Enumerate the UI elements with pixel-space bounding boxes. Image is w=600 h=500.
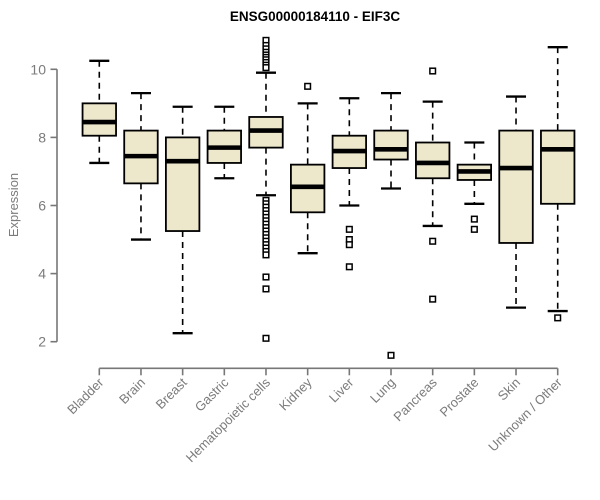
outlier-point — [345, 225, 353, 233]
outlier-point — [262, 285, 270, 293]
box-pancreas — [415, 67, 451, 303]
box-bladder — [81, 59, 117, 165]
outlier-point — [387, 351, 395, 359]
box-prostate — [456, 141, 493, 233]
box-breast — [164, 105, 201, 335]
x-tick-label: Lung — [367, 375, 398, 406]
iqr-box — [540, 129, 576, 205]
y-tick-label: 8 — [38, 129, 46, 145]
box-gastric — [206, 105, 242, 180]
outlier-point — [345, 241, 353, 249]
box-kidney — [290, 82, 326, 255]
iqr-box — [498, 129, 534, 244]
y-tick-label: 6 — [38, 198, 46, 214]
x-tick-label: Brain — [116, 375, 148, 407]
x-tick-label: Breast — [153, 375, 190, 412]
box-skin — [498, 95, 534, 309]
outlier-point — [470, 215, 478, 223]
x-tick-label: Kidney — [276, 374, 315, 413]
outlier-point — [304, 82, 312, 90]
x-tick-label: Skin — [495, 375, 523, 403]
iqr-box — [164, 136, 201, 232]
outlier-point — [262, 251, 270, 259]
outlier-point — [262, 273, 270, 281]
x-tick-label: Unknown / Other — [485, 374, 565, 454]
outlier-point — [470, 225, 478, 233]
box-lung — [373, 91, 409, 359]
x-tick-label: Gastric — [192, 374, 232, 414]
y-tick-label: 2 — [38, 334, 46, 350]
x-tick-label: Bladder — [64, 374, 107, 417]
iqr-box — [415, 141, 451, 180]
outlier-point — [429, 295, 437, 303]
box-hematopoietic-cells — [248, 36, 284, 342]
outlier-point — [429, 67, 437, 75]
outlier-point — [345, 263, 353, 271]
outlier-point — [262, 64, 270, 72]
iqr-box — [373, 129, 409, 161]
x-tick-label: Pancreas — [390, 374, 440, 424]
x-tick-label: Liver — [326, 374, 357, 405]
outlier-point — [554, 314, 562, 322]
box-liver — [331, 97, 367, 271]
x-tick-label: Prostate — [437, 375, 482, 420]
y-tick-label: 10 — [30, 61, 46, 77]
iqr-box — [81, 102, 117, 137]
outlier-point — [262, 334, 270, 342]
outlier-point — [429, 237, 437, 245]
box-unknown-other — [540, 46, 576, 322]
chart-title: ENSG00000184110 - EIF3C — [229, 9, 401, 24]
y-tick-label: 4 — [38, 266, 46, 282]
box-brain — [123, 91, 159, 241]
